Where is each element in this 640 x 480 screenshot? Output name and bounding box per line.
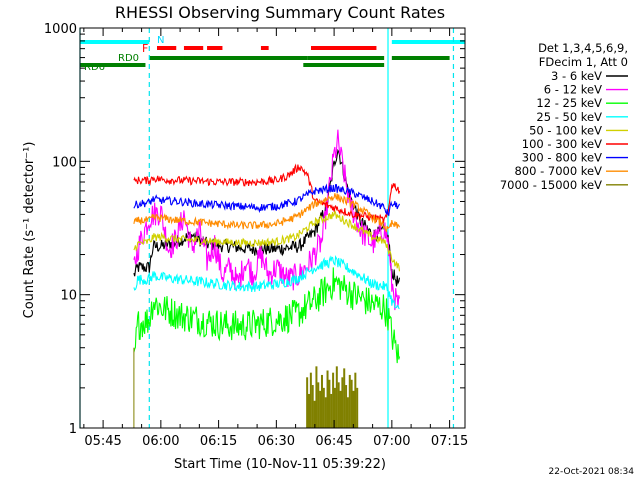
flag-bars	[80, 40, 465, 67]
plot-frame	[79, 27, 466, 429]
legend-header-line-2: FDecim 1, Att 0	[539, 55, 628, 69]
chart-title: RHESSI Observing Summary Count Rates	[115, 3, 445, 22]
series-line-300-800-kev	[133, 183, 400, 217]
legend-label-3-6-kev: 3 - 6 keV	[551, 69, 602, 83]
flag-label-night: N	[157, 35, 164, 46]
series-line-25-50-kev	[133, 255, 400, 310]
y-tick-label-1: 10	[60, 289, 77, 304]
time-stamp: 22-Oct-2021 08:34	[549, 467, 635, 477]
x-tick-label-0: 05:45	[84, 434, 121, 449]
legend-label-7000-15000-kev: 7000 - 15000 keV	[500, 178, 602, 192]
x-tick-label-2: 06:15	[200, 434, 237, 449]
legend-label-50-100-kev: 50 - 100 keV	[529, 123, 602, 137]
flag-label-rd6: RD6	[84, 62, 105, 73]
series-line-100-300-kev	[133, 163, 401, 224]
legend-label-300-800-kev: 300 - 800 keV	[522, 151, 602, 165]
x-tick-label-5: 07:00	[373, 434, 410, 449]
y-tick-labels: 1 10 100 1000	[44, 22, 77, 437]
legend-label-6-12-kev: 6 - 12 keV	[544, 83, 602, 97]
x-tick-label-6: 07:15	[431, 434, 468, 449]
legend-label-800-7000-kev: 800 - 7000 keV	[514, 164, 602, 178]
legend-header-line-1: Det 1,3,4,5,6,9,	[538, 41, 628, 55]
x-axis-title: Start Time (10-Nov-11 05:39:22)	[174, 457, 386, 472]
y-tick-label-0: 1	[69, 422, 77, 437]
x-tick-labels: 05:45 06:00 06:15 06:30 06:45 07:00 07:15	[84, 434, 468, 449]
legend: Det 1,3,4,5,6,9, FDecim 1, Att 0 3 - 6 k…	[500, 41, 628, 192]
x-tick-label-3: 06:30	[258, 434, 295, 449]
y-axis-title: Count Rate (s⁻¹ detector⁻¹)	[22, 142, 37, 319]
legend-label-25-50-kev: 25 - 50 keV	[536, 110, 602, 124]
series-line-50-100-kev	[133, 209, 401, 272]
legend-label-12-25-kev: 12 - 25 keV	[536, 96, 602, 110]
axis-ticks	[80, 28, 465, 429]
series-line-800-7000-kev	[133, 193, 401, 233]
series-line-12-25-kev	[133, 267, 401, 364]
flag-label-rd0: RD0	[118, 53, 139, 64]
flag-label-flare: F	[142, 42, 148, 55]
x-tick-label-1: 06:00	[142, 434, 179, 449]
y-tick-label-2: 100	[52, 155, 77, 170]
y-tick-label-3: 1000	[44, 22, 77, 37]
series-lines	[133, 129, 401, 428]
x-tick-label-4: 06:45	[315, 434, 352, 449]
legend-label-100-300-kev: 100 - 300 keV	[522, 137, 602, 151]
